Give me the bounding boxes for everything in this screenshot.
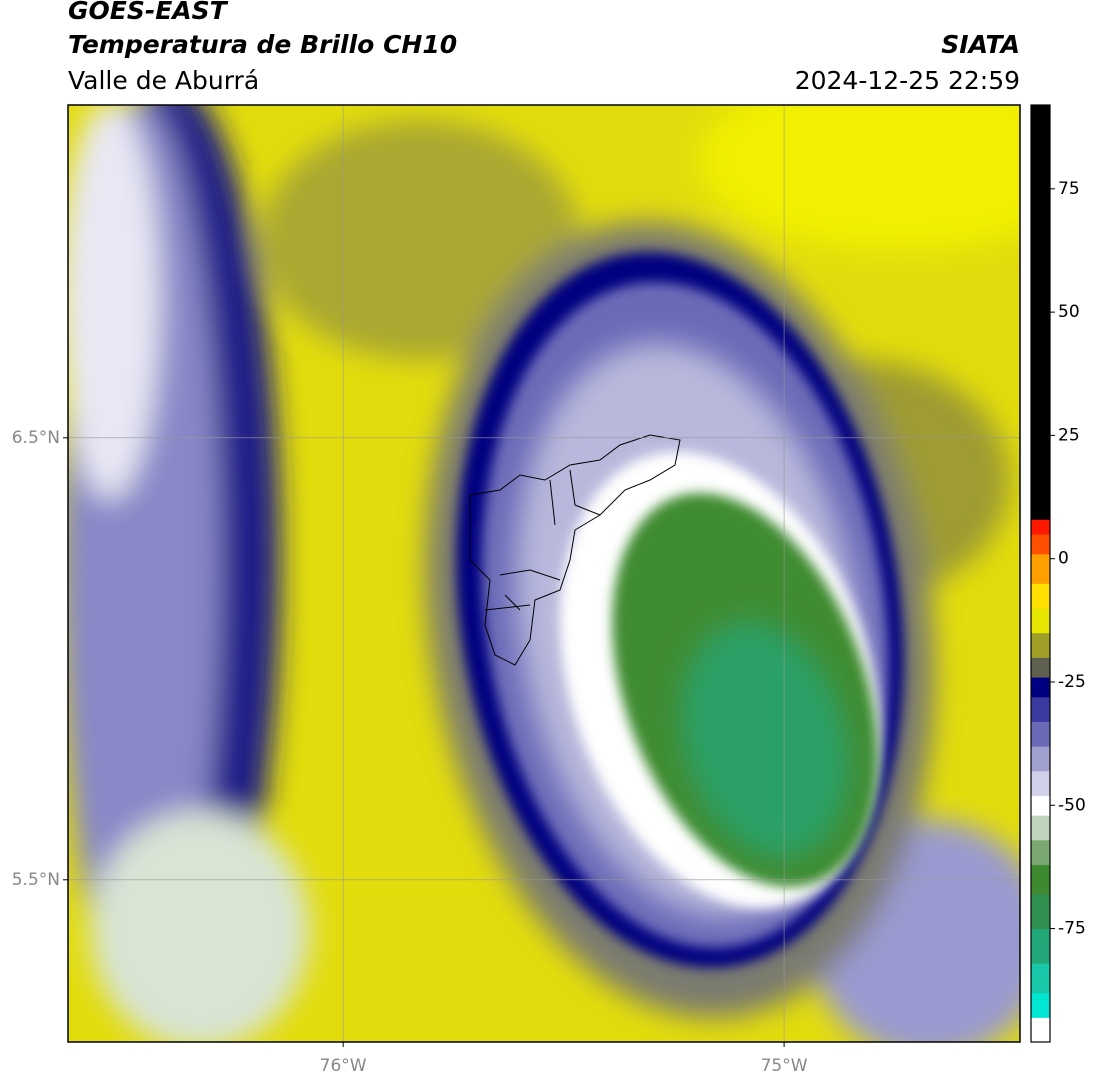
colorbar-segment [1031,928,1050,964]
colorbar-segment [1031,632,1050,658]
x-tick-label: 75°W [761,1056,808,1076]
colorbar-tick-label: -50 [1058,795,1086,815]
y-tick-label: 6.5°N [12,428,60,448]
colorbar-segment [1031,534,1050,555]
region: Valle de Aburrá [68,66,259,95]
y-tick-label: 5.5°N [12,870,60,890]
municipal-boundaries [469,434,681,666]
colorbar-segment [1031,795,1050,816]
colorbar-segment [1031,839,1050,865]
colorbar-segment [1031,894,1050,930]
subtitle: Temperatura de Brillo CH10 [68,30,457,59]
colorbar-segment [1031,963,1050,994]
colorbar-segment [1031,746,1050,772]
colorbar-segment [1031,519,1050,535]
colorbar-segment [1031,553,1050,584]
x-tick-label: 76°W [320,1056,367,1076]
colorbar-segment [1031,770,1050,796]
colorbar-tick-label: 0 [1058,549,1069,569]
colorbar-segment [1031,105,1050,520]
colorbar-tick-label: 75 [1058,179,1080,199]
colorbar-segment [1031,657,1050,678]
colorbar-segment [1031,992,1050,1018]
colorbar-segment [1031,583,1050,609]
colorbar-segment [1031,608,1050,634]
brightness-temperature-field [68,105,1020,1042]
colorbar-segment [1031,677,1050,698]
map-frame [67,104,1021,1043]
colorbar-tick-label: 25 [1058,425,1080,445]
source: SIATA [941,30,1020,59]
colorbar-frame [1030,104,1051,1043]
colorbar-segment [1031,815,1050,841]
colorbar-tick-label: -25 [1058,672,1086,692]
colorbar-segment [1031,696,1050,722]
title: GOES-EAST [68,0,229,25]
colorbar-segment [1031,864,1050,895]
colorbar-tick-label: 50 [1058,302,1080,322]
colorbar-segment [1031,721,1050,747]
timestamp: 2024-12-25 22:59 [795,66,1020,95]
colorbar-segment [1031,1017,1050,1043]
colorbar-tick-label: -75 [1058,919,1086,939]
